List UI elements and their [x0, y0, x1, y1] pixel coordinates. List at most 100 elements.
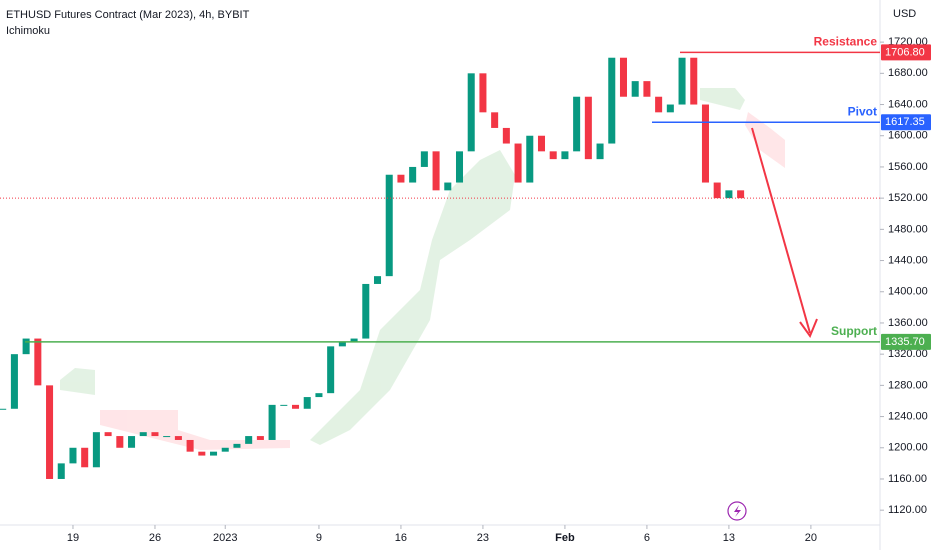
- candle: [198, 451, 206, 456]
- candle: [655, 96, 663, 113]
- candle: [467, 73, 475, 152]
- candle: [549, 151, 557, 160]
- y-tick-label: 1640.00: [888, 98, 928, 110]
- y-tick-label: 1400.00: [888, 286, 928, 298]
- x-tick-label: Feb: [555, 532, 575, 544]
- candle: [455, 151, 464, 183]
- candle: [444, 182, 452, 191]
- candle: [526, 135, 534, 183]
- candle: [34, 338, 42, 386]
- x-tick-label: 19: [67, 532, 79, 544]
- projection-arrow: [751, 127, 811, 334]
- candle: [315, 393, 323, 398]
- candle: [338, 342, 346, 347]
- level-name: Pivot: [848, 104, 877, 118]
- candle: [690, 57, 698, 105]
- y-tick-label: 1200.00: [888, 442, 928, 454]
- ichimoku-cloud: [60, 88, 785, 450]
- candle: [303, 397, 311, 409]
- candle: [174, 436, 182, 440]
- candle: [420, 151, 428, 167]
- y-tick-label: 1160.00: [888, 473, 927, 485]
- candle: [514, 143, 522, 183]
- price-tag: [881, 333, 931, 350]
- candle: [245, 436, 253, 444]
- candle: [479, 73, 487, 113]
- candle: [678, 57, 686, 105]
- y-tick-label: 1440.00: [888, 254, 928, 266]
- y-tick-label: 1360.00: [888, 317, 928, 329]
- candle: [256, 436, 264, 440]
- candle: [737, 190, 745, 199]
- chart-title: ETHUSD Futures Contract (Mar 2023), 4h, …: [6, 9, 250, 21]
- candle: [631, 81, 639, 97]
- candle: [0, 408, 7, 410]
- y-tick-label: 1280.00: [888, 379, 928, 391]
- candle: [327, 346, 335, 394]
- x-tick-label: 23: [477, 532, 489, 544]
- arrow-head: [799, 318, 818, 339]
- indicator-name: Ichimoku: [6, 25, 50, 37]
- price-tag-label: 1706.80: [885, 46, 925, 58]
- candle: [116, 436, 124, 448]
- candle: [573, 96, 581, 152]
- candle: [57, 463, 65, 479]
- price-tag: [881, 44, 931, 61]
- candle: [596, 143, 604, 160]
- candle: [537, 135, 546, 152]
- level-name: Resistance: [814, 35, 878, 49]
- x-tick-label: 20: [805, 532, 817, 544]
- candle: [561, 151, 569, 160]
- candle: [502, 127, 510, 144]
- candle: [81, 447, 89, 468]
- candle: [373, 276, 382, 284]
- candle: [292, 404, 300, 409]
- candle: [350, 338, 358, 343]
- candle: [397, 174, 405, 183]
- y-tick-label: 1480.00: [888, 223, 928, 235]
- candle: [46, 385, 54, 479]
- candle: [491, 112, 499, 128]
- candle: [128, 436, 136, 448]
- x-tick-label: 6: [644, 532, 650, 544]
- candle: [163, 436, 171, 438]
- candle: [22, 338, 30, 355]
- x-tick-label: 13: [723, 532, 735, 544]
- candle: [701, 104, 709, 183]
- alert-bolt: [734, 505, 741, 517]
- candle: [608, 57, 616, 144]
- candle: [92, 432, 100, 468]
- y-tick-label: 1240.00: [888, 410, 928, 422]
- candle: [619, 57, 627, 97]
- candle: [385, 174, 393, 277]
- price-tag: [881, 114, 931, 131]
- currency-label: USD: [893, 8, 916, 20]
- y-tick-label: 1320.00: [888, 348, 928, 360]
- candle: [666, 104, 674, 113]
- x-tick-label: 9: [316, 532, 322, 544]
- x-tick-label: 26: [149, 532, 161, 544]
- candle: [186, 439, 194, 452]
- candle: [584, 96, 592, 160]
- candle: [268, 404, 276, 440]
- candle: [233, 443, 241, 448]
- candle: [104, 432, 112, 437]
- candle: [221, 447, 229, 452]
- price-tag-label: 1617.35: [885, 116, 925, 128]
- candle: [10, 354, 18, 409]
- plot: 1120.00 1160.00 1200.00 1240.00 1280.00 1320.…: [0, 35, 931, 544]
- level-name: Support: [831, 324, 877, 338]
- candle: [151, 432, 159, 437]
- candle: [409, 166, 417, 183]
- candle: [280, 404, 288, 406]
- candle: [362, 283, 370, 339]
- candle: [139, 432, 147, 437]
- candle: [713, 182, 721, 199]
- candle: [69, 447, 77, 464]
- candle: [725, 190, 733, 199]
- candle: [643, 81, 651, 97]
- y-tick-label: 1560.00: [888, 161, 928, 173]
